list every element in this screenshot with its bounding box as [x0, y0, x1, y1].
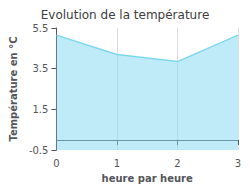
svg-text:Evolution de la température: Evolution de la température: [41, 8, 210, 22]
svg-text:Température en °C: Température en °C: [8, 36, 19, 141]
svg-text:1: 1: [114, 158, 120, 169]
svg-text:3: 3: [235, 158, 241, 169]
svg-text:0: 0: [53, 158, 59, 169]
svg-text:5.5: 5.5: [33, 23, 49, 34]
svg-text:-0.5: -0.5: [29, 145, 49, 156]
svg-text:heure par heure: heure par heure: [102, 173, 193, 184]
svg-text:2: 2: [174, 158, 180, 169]
svg-text:1.5: 1.5: [33, 104, 49, 115]
svg-text:3.5: 3.5: [33, 63, 49, 74]
